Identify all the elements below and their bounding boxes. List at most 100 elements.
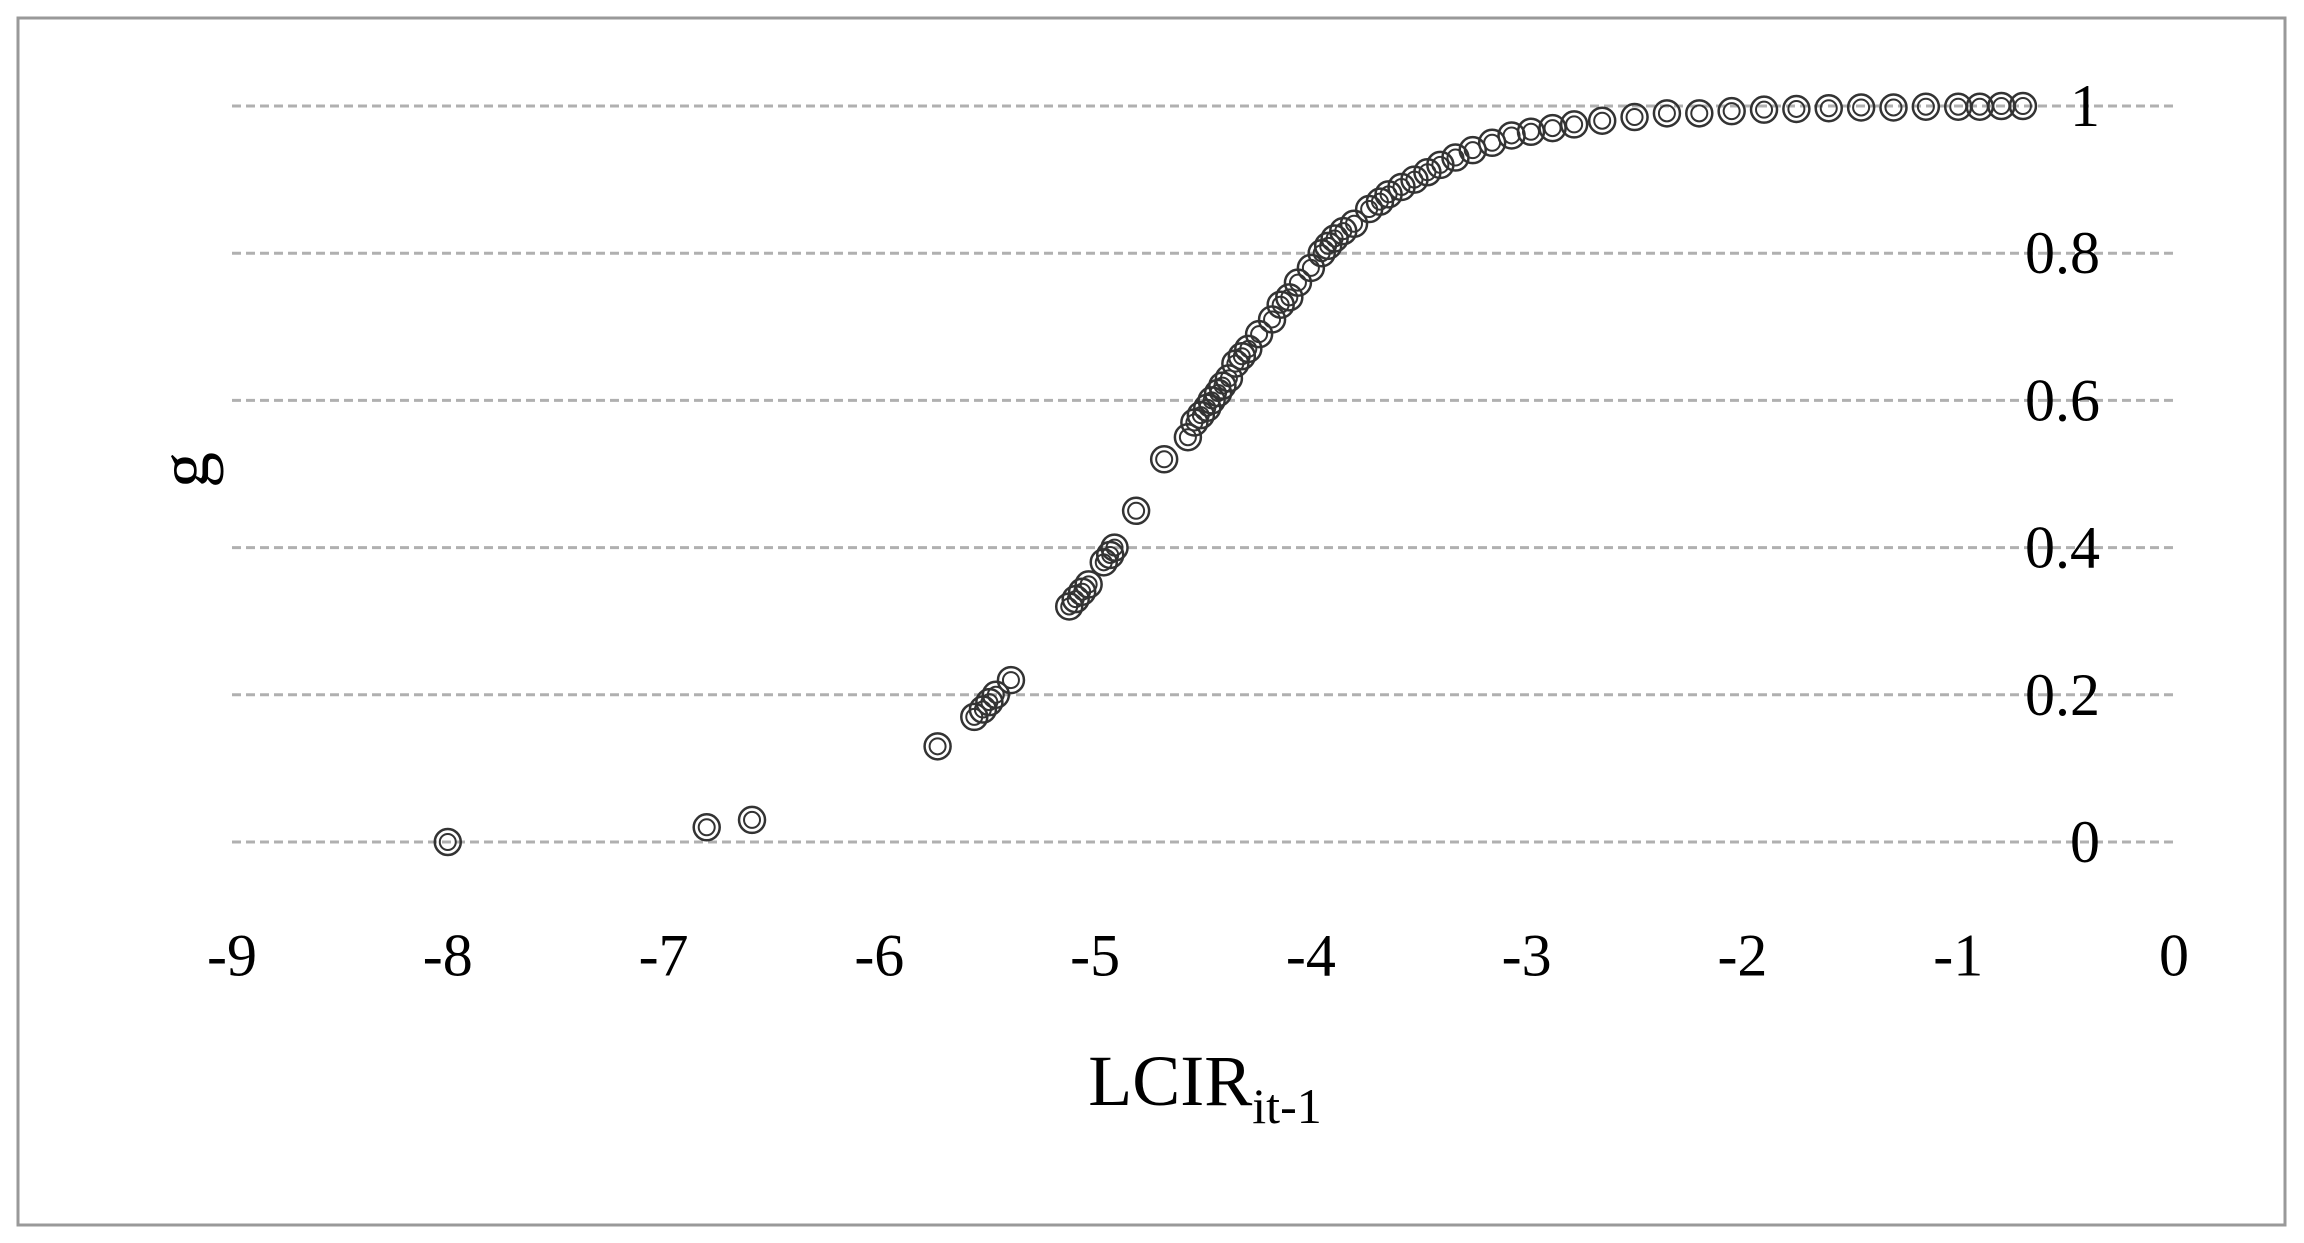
point-outer	[1717, 96, 1746, 126]
point	[1911, 92, 1941, 121]
point	[1620, 102, 1649, 132]
point-inner	[1593, 111, 1612, 130]
point-inner	[697, 818, 716, 837]
point-outer	[1173, 422, 1203, 452]
point-inner	[1852, 98, 1871, 117]
x-tick-label: -6	[854, 923, 904, 989]
point	[1717, 96, 1746, 126]
x-axis-title: LCIRit-1	[1088, 1041, 1321, 1134]
point	[1879, 93, 1908, 122]
point-outer	[1652, 99, 1682, 128]
y-tick-label: 0.2	[2025, 662, 2100, 728]
x-tick-label: -9	[207, 923, 257, 989]
x-axis-title-subscript: it-1	[1252, 1078, 1321, 1134]
point-inner	[1625, 108, 1644, 127]
point	[433, 827, 463, 857]
point	[996, 665, 1026, 695]
point-inner	[1250, 325, 1269, 344]
point-outer	[1234, 334, 1263, 364]
point-inner	[986, 685, 1005, 704]
point-outer	[1559, 110, 1589, 139]
point-outer	[1477, 128, 1507, 158]
point-outer	[1516, 117, 1546, 147]
point-inner	[1288, 273, 1307, 292]
point-outer	[1846, 93, 1876, 122]
point-inner	[1787, 99, 1806, 118]
point	[923, 732, 952, 761]
point	[1782, 94, 1811, 124]
point-outer	[1538, 113, 1567, 143]
point	[1149, 445, 1179, 474]
point-inner	[1219, 369, 1238, 388]
point	[1173, 422, 1203, 452]
point-outer	[1587, 106, 1617, 135]
point-outer	[1296, 253, 1326, 283]
point-outer	[1879, 93, 1908, 122]
x-tick-label: -1	[1933, 923, 1983, 989]
point-inner	[928, 737, 947, 756]
point-outer	[981, 680, 1011, 710]
x-tick-label: -7	[639, 923, 689, 989]
x-tick-label: -8	[423, 923, 473, 989]
x-tick-label: -3	[1502, 923, 1552, 989]
point-outer	[996, 665, 1026, 695]
point-outer	[692, 813, 721, 842]
point-inner	[1105, 538, 1124, 557]
point-inner	[1127, 501, 1146, 520]
point	[1214, 364, 1244, 393]
point-inner	[1657, 104, 1676, 123]
point	[981, 680, 1011, 710]
point	[1587, 106, 1617, 135]
y-axis-title: g	[144, 452, 224, 488]
point-inner	[1722, 102, 1741, 121]
point	[737, 805, 767, 835]
point-inner	[1001, 671, 1020, 690]
point-inner	[438, 833, 457, 851]
point-outer	[737, 805, 767, 835]
point-outer	[1620, 102, 1649, 132]
point-outer	[2008, 91, 2038, 121]
point-inner	[743, 810, 762, 829]
point-outer	[1214, 364, 1244, 393]
x-tick-label: -2	[1717, 923, 1767, 989]
point	[1749, 95, 1779, 124]
point-outer	[923, 732, 952, 761]
point-outer	[1749, 95, 1779, 124]
point-outer	[1685, 99, 1714, 128]
point-inner	[1916, 97, 1935, 116]
point	[1339, 209, 1369, 239]
point-outer	[1121, 496, 1151, 526]
y-tick-label: 0.6	[2025, 367, 2100, 433]
point	[1846, 93, 1876, 122]
point-inner	[1079, 575, 1098, 594]
y-tick-label: 1	[2070, 73, 2100, 139]
point-inner	[1431, 155, 1450, 174]
point-outer	[1149, 445, 1179, 474]
point-outer	[1911, 92, 1941, 121]
point	[1685, 99, 1714, 128]
point-outer	[433, 827, 463, 857]
point-inner	[1819, 99, 1838, 118]
point-outer	[1100, 533, 1129, 562]
point-inner	[1155, 450, 1174, 469]
y-tick-label: 0.8	[2025, 220, 2100, 286]
point	[1074, 570, 1103, 599]
point-outer	[1339, 209, 1369, 239]
point-inner	[1565, 115, 1584, 134]
point-inner	[1345, 214, 1364, 233]
point-inner	[1884, 98, 1903, 117]
x-tick-label: -4	[1286, 923, 1336, 989]
point-outer	[1782, 94, 1811, 124]
point	[1100, 533, 1129, 562]
point-outer	[1074, 570, 1103, 599]
point	[1814, 93, 1844, 123]
y-tick-label: 0.4	[2025, 515, 2100, 581]
point-outer	[1458, 135, 1487, 165]
point-inner	[1263, 310, 1282, 329]
point-outer	[1814, 93, 1844, 123]
x-tick-label: 0	[2159, 923, 2189, 989]
point	[1559, 110, 1589, 139]
y-tick-label: 0	[2070, 809, 2100, 875]
point-inner	[1690, 104, 1709, 123]
